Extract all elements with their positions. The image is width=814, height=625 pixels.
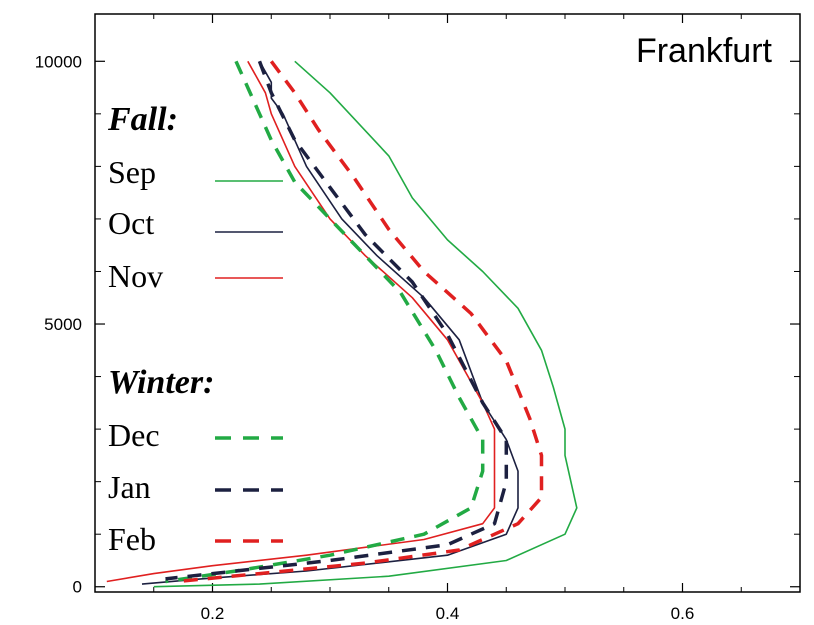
legend-label-jan: Jan: [108, 469, 151, 505]
series-line-nov: [106, 60, 496, 583]
chart-title: Frankfurt: [636, 32, 773, 70]
legend-label-dec: Dec: [108, 417, 160, 453]
legend-heading-fall: Fall:: [107, 101, 178, 138]
series-line-sep: [153, 60, 578, 588]
y-tick-label: 0: [73, 578, 82, 597]
plot-frame: [94, 13, 801, 593]
legend-label-sep: Sep: [108, 154, 156, 190]
series-line-feb: [177, 60, 544, 584]
series-line-dec: [165, 60, 485, 584]
legend: Fall: Sep Oct Nov Winter: Dec Jan Feb: [107, 101, 283, 557]
tick-labels: 0.2 0.4 0.6 0 5000 10000: [35, 52, 695, 623]
x-tick-label: 0.4: [436, 604, 460, 623]
series-line-oct: [141, 60, 519, 585]
series-line-jan: [165, 60, 509, 581]
legend-label-nov: Nov: [108, 258, 163, 294]
legend-heading-winter: Winter:: [108, 364, 214, 401]
y-tick-label: 10000: [35, 52, 82, 71]
y-tick-label: 5000: [44, 315, 82, 334]
legend-swatches: [215, 180, 283, 543]
legend-label-feb: Feb: [108, 521, 156, 557]
legend-label-oct: Oct: [108, 205, 154, 241]
series-lines: [106, 60, 578, 588]
x-tick-label: 0.6: [671, 604, 695, 623]
x-tick-label: 0.2: [201, 604, 225, 623]
tick-marks: [95, 14, 800, 592]
